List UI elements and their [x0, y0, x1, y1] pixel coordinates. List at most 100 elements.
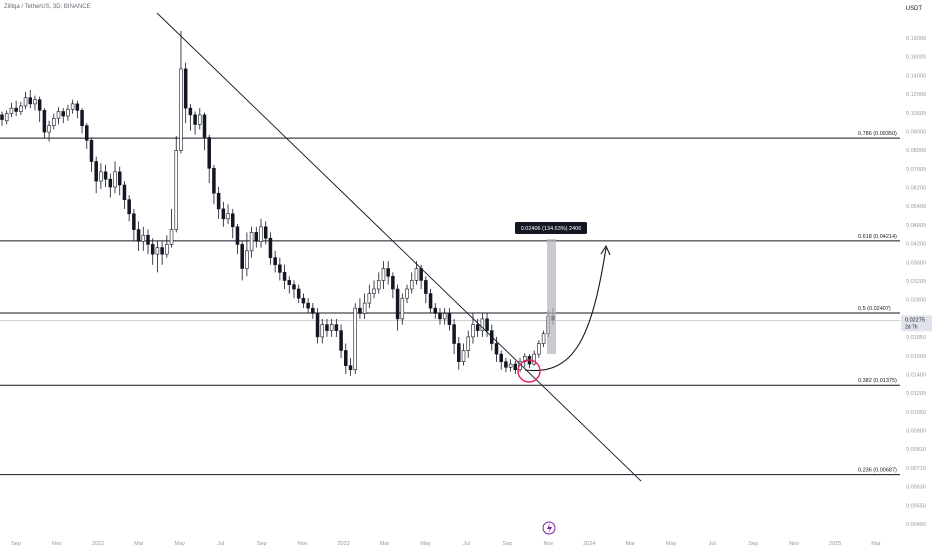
candle-body	[513, 363, 518, 371]
y-tick-label: 0.14000	[906, 73, 926, 79]
candle-body	[292, 284, 296, 290]
candle-body	[499, 353, 503, 362]
y-tick-label: 0.07000	[906, 167, 926, 173]
candle-body	[537, 343, 541, 355]
candle-body	[235, 226, 240, 245]
candle-body	[438, 313, 442, 320]
candle-body	[480, 318, 485, 331]
candle-body	[414, 268, 419, 281]
x-tick-label: Jul	[709, 541, 716, 547]
candle-body	[532, 353, 536, 365]
candle-body	[198, 114, 202, 125]
candle-body	[94, 161, 98, 182]
candle-body	[353, 307, 357, 371]
candle-body	[315, 313, 320, 338]
candle-body	[457, 343, 461, 362]
x-tick-label: Mar	[134, 541, 144, 547]
y-tick-label: 0.05400	[906, 204, 926, 210]
x-tick-label: Nov	[298, 541, 308, 547]
y-tick-label: 0.08000	[906, 148, 926, 154]
x-tick-label: 2024	[583, 541, 595, 547]
candle-body	[334, 324, 339, 331]
candle-body	[117, 171, 122, 186]
candle-body	[344, 350, 348, 366]
candle-body	[155, 247, 160, 255]
candle-body	[141, 234, 146, 242]
candle-body	[9, 107, 14, 115]
y-tick-label: 0.09000	[906, 129, 926, 135]
candle-body	[461, 350, 466, 362]
quote-currency-label[interactable]: USDT	[905, 6, 922, 12]
candle-body	[103, 171, 108, 180]
candle-body	[254, 232, 259, 242]
x-tick-label: Sep	[748, 541, 758, 547]
candle-body	[400, 297, 405, 320]
candle-body	[207, 137, 211, 169]
y-tick-label: 0.12000	[906, 92, 926, 98]
candle-body	[150, 244, 155, 255]
x-tick-label: May	[666, 541, 677, 547]
candle-body	[42, 110, 47, 133]
candle-body	[146, 234, 150, 245]
candle-body	[424, 280, 428, 294]
measure-label: 0.02406 (134.63%) 2406	[521, 226, 582, 232]
candle-body	[466, 336, 470, 351]
candle-body	[47, 125, 51, 133]
x-tick-label: Sep	[11, 541, 21, 547]
candle-body	[19, 105, 23, 112]
y-tick-label: 0.01850	[906, 335, 926, 341]
x-tick-label: 2025	[829, 541, 841, 547]
x-tick-label: Nov	[789, 541, 799, 547]
y-tick-label: 0.00630	[906, 485, 926, 491]
candle-body	[202, 114, 207, 138]
y-tick-label: 0.00810	[906, 447, 926, 453]
x-tick-label: Nov	[52, 541, 62, 547]
candle-body	[475, 324, 480, 331]
current-price-label: 0.02275	[905, 317, 925, 323]
candle-body	[504, 361, 508, 368]
candle-body	[37, 99, 42, 111]
candle-body	[508, 363, 513, 368]
x-tick-label: Sep	[257, 541, 267, 547]
current-price-tag	[901, 315, 932, 332]
x-tick-label: Sep	[503, 541, 513, 547]
candle-body	[127, 199, 131, 215]
x-tick-label: Jul	[463, 541, 470, 547]
candle-body	[494, 343, 499, 355]
y-tick-label: 0.04200	[906, 242, 926, 248]
candle-body	[160, 247, 164, 255]
measure-box	[547, 239, 556, 354]
candle-body	[386, 268, 390, 277]
candle-body	[231, 213, 235, 228]
fib-level-label: 0.5 (0.02407)	[858, 306, 891, 312]
x-tick-label: 2023	[337, 541, 349, 547]
candle-body	[381, 268, 386, 281]
x-tick-label: May	[420, 541, 431, 547]
symbol-legend[interactable]: Zilliqa / TetherUS, 3D, BINANCE	[4, 4, 91, 10]
candle-body	[339, 330, 343, 351]
fib-level-label: 0.236 (0.00687)	[858, 468, 897, 474]
y-tick-label: 0.04800	[906, 223, 926, 229]
y-tick-label: 0.06200	[906, 186, 926, 192]
trendline	[156, 12, 642, 482]
candle-body	[362, 302, 367, 314]
candle-body	[391, 276, 395, 290]
candle-body	[169, 229, 174, 245]
candle-body	[75, 103, 80, 111]
arrowhead	[600, 244, 611, 256]
candle-body	[80, 110, 84, 126]
candle-body	[28, 97, 33, 105]
candle-body	[452, 324, 456, 344]
candle-body	[23, 97, 28, 107]
y-tick-label: 0.10500	[906, 111, 926, 117]
candle-body	[33, 99, 37, 105]
candle-body	[216, 192, 221, 210]
lightning-bolt	[547, 523, 552, 534]
x-tick-label: Mar	[626, 541, 636, 547]
x-tick-label: 2022	[92, 541, 104, 547]
fib-level-label: 0.382 (0.01375)	[858, 378, 897, 384]
x-tick-label: Jul	[217, 541, 224, 547]
candle-body	[367, 293, 372, 304]
fib-level-label: 0.618 (0.04214)	[858, 234, 897, 240]
